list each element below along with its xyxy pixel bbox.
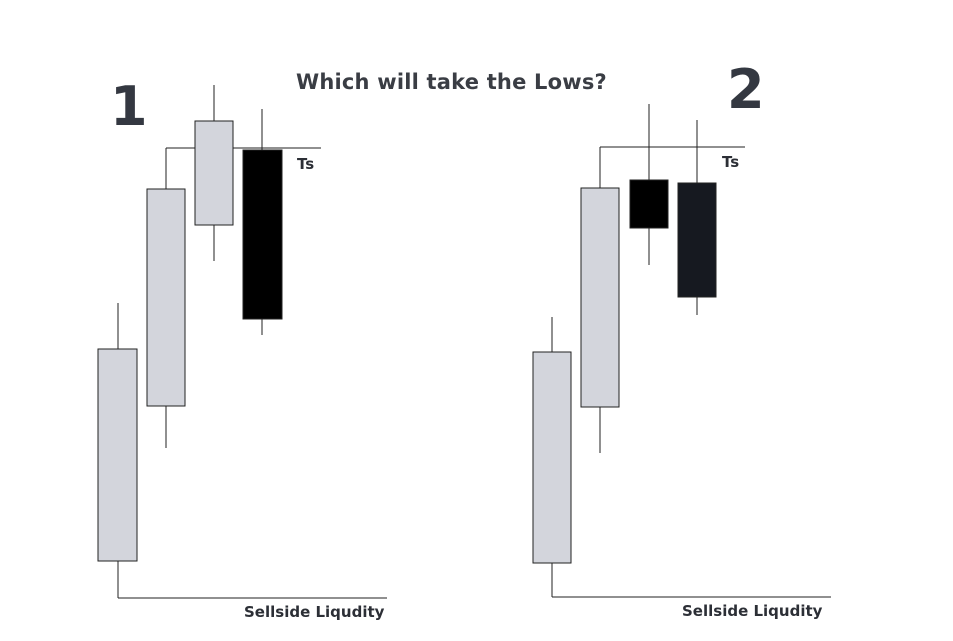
panel-1-number: 1	[110, 75, 148, 138]
candle-1-body	[532, 351, 572, 564]
candle-4-body	[242, 149, 283, 320]
candle-4-body	[677, 182, 717, 298]
candle-3-body	[629, 179, 669, 229]
candle-2-body	[146, 188, 186, 407]
panel-2-number: 2	[727, 58, 765, 121]
panel-1	[97, 85, 387, 599]
panel-2	[532, 104, 831, 598]
candle-3-body	[194, 120, 234, 226]
panel-2-ts-label: Ts	[722, 153, 740, 171]
candle-1-body	[97, 348, 138, 562]
panel-1-sellside-label: Sellside Liqudity	[244, 603, 385, 621]
panel-1-ts-label: Ts	[297, 155, 315, 173]
panel-2-sellside-label: Sellside Liqudity	[682, 602, 823, 620]
diagram-title: Which will take the Lows?	[296, 70, 607, 94]
candle-2-body	[580, 187, 620, 408]
